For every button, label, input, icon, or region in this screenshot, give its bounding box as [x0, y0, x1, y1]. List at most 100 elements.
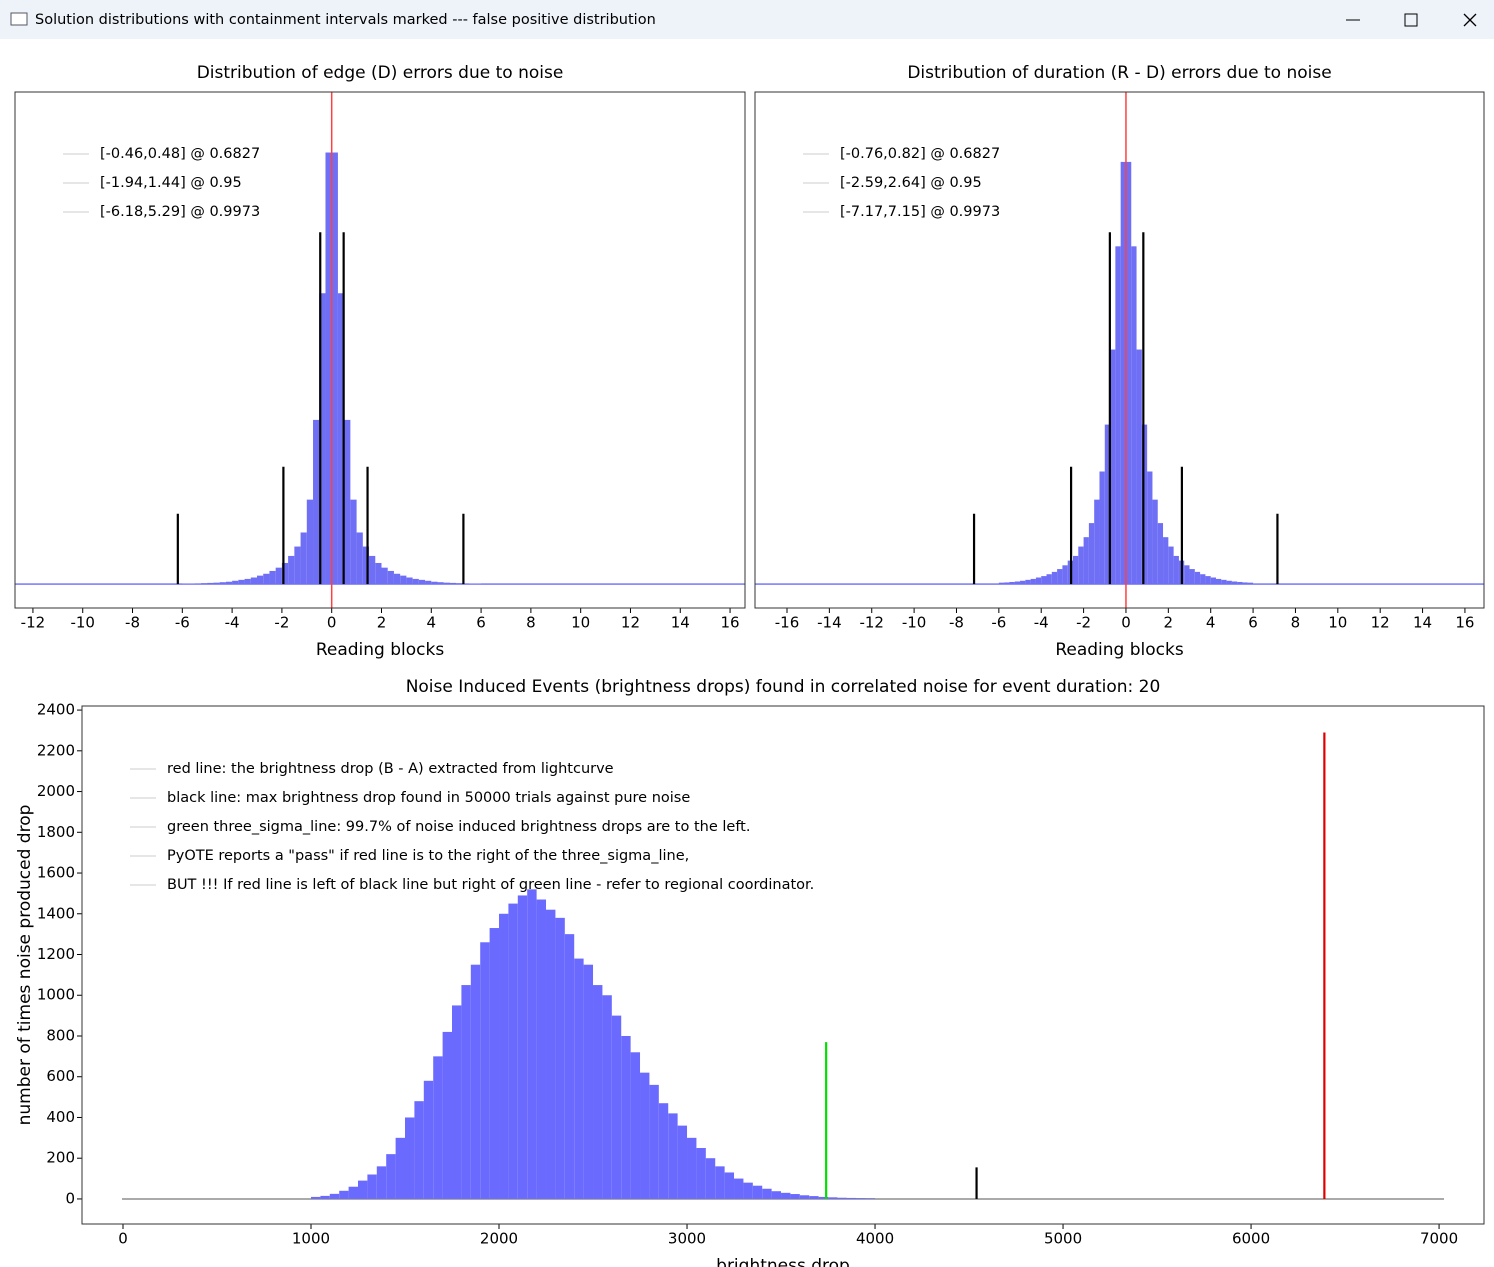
maximize-button[interactable]: [1404, 13, 1418, 27]
histogram-bar: [1131, 246, 1137, 585]
histogram-bar: [452, 1005, 462, 1199]
histogram-bar: [461, 985, 471, 1199]
histogram-bar: [762, 1188, 772, 1199]
x-tick-label: 7000: [1420, 1230, 1458, 1248]
histogram-bar: [250, 577, 258, 585]
close-button[interactable]: [1463, 13, 1477, 27]
histogram-bar: [564, 934, 575, 1199]
histogram-bar: [207, 582, 214, 585]
histogram-bar: [1205, 576, 1211, 585]
histogram-bar: [856, 1198, 866, 1199]
x-tick-label: 8: [1291, 614, 1301, 632]
histogram-bar: [329, 1193, 340, 1199]
histogram-bar: [344, 419, 351, 585]
histogram-bar: [433, 1056, 443, 1199]
legend-label: [-7.17,7.15] @ 0.9973: [840, 204, 1000, 220]
legend-label: black line: max brightness drop found in…: [167, 790, 690, 806]
x-tick-label: 14: [1413, 614, 1432, 632]
histogram-bar: [687, 1137, 697, 1199]
histogram-bar: [828, 1197, 838, 1199]
histogram-bar: [1030, 578, 1036, 585]
histogram-bar: [331, 152, 338, 585]
histogram-bar: [1078, 546, 1084, 585]
histogram-bar: [200, 583, 208, 585]
legend-label: [-1.94,1.44] @ 0.95: [100, 175, 242, 191]
histogram-bar: [1025, 579, 1031, 585]
histogram-bar: [574, 958, 584, 1199]
histogram-bar: [677, 1125, 688, 1199]
histogram-bar: [649, 1084, 659, 1199]
histogram-bar: [1009, 581, 1015, 585]
x-tick-label: -14: [817, 614, 842, 632]
histogram-bar: [1099, 471, 1105, 585]
y-tick-label: 2200: [37, 741, 75, 759]
x-tick-label: -12: [859, 614, 884, 632]
y-axis-label: number of times noise produced drop: [15, 805, 35, 1126]
histogram-bar: [244, 578, 251, 585]
x-tick-label: -10: [70, 614, 95, 632]
histogram-bar: [219, 582, 226, 585]
histogram-bar: [412, 578, 419, 585]
legend-label: [-0.46,0.48] @ 0.6827: [100, 146, 260, 162]
histogram-bar: [1173, 555, 1179, 585]
histogram-bar: [771, 1191, 782, 1199]
histogram-bar: [337, 293, 345, 585]
histogram-bar: [1115, 246, 1121, 585]
chart-title: Distribution of edge (D) errors due to n…: [197, 63, 564, 83]
histogram-bar: [238, 579, 245, 585]
histogram-bar: [837, 1197, 847, 1199]
histogram-bar: [418, 579, 426, 585]
histogram-bar: [405, 1117, 415, 1199]
histogram-bar: [225, 581, 233, 585]
histogram-bar: [611, 1015, 622, 1199]
histogram-bar: [269, 570, 276, 585]
histogram-bar: [275, 567, 282, 585]
y-tick-label: 400: [46, 1108, 75, 1126]
histogram-bar: [1184, 565, 1190, 585]
x-tick-label: -2: [274, 614, 289, 632]
histogram-bar: [1110, 349, 1116, 585]
y-tick-label: 1000: [37, 986, 75, 1004]
x-tick-label: -6: [175, 614, 190, 632]
histogram-bar: [715, 1166, 725, 1199]
y-tick-label: 0: [65, 1189, 75, 1207]
histogram-bar: [640, 1072, 650, 1199]
histogram-bar: [734, 1178, 744, 1199]
histogram-bar: [1104, 424, 1111, 585]
histogram-bar: [998, 582, 1005, 585]
histogram-bar: [630, 1052, 641, 1199]
x-tick-label: 0: [327, 614, 337, 632]
y-tick-label: 600: [46, 1067, 75, 1085]
x-tick-label: 0: [118, 1230, 128, 1248]
histogram-bar: [386, 1154, 396, 1199]
histogram-bar: [1041, 576, 1047, 585]
x-tick-label: -6: [991, 614, 1006, 632]
x-tick-label: 12: [1371, 614, 1390, 632]
histogram-bar: [281, 562, 289, 585]
x-tick-label: 6: [476, 614, 486, 632]
histogram-bar: [743, 1182, 753, 1199]
histogram-bar: [752, 1185, 763, 1199]
histogram-bar: [387, 570, 394, 585]
histogram-bar: [1152, 499, 1158, 585]
x-tick-label: 2: [377, 614, 387, 632]
histogram-bar: [313, 419, 320, 585]
histogram-bar: [1200, 574, 1206, 585]
histogram-bar: [1062, 565, 1068, 585]
window-title: Solution distributions with containment …: [35, 12, 656, 28]
histogram-bar: [1226, 580, 1232, 585]
histogram-bar: [456, 583, 463, 585]
histogram-bar: [306, 499, 314, 585]
histogram-bar: [1141, 424, 1148, 585]
histogram-bar: [809, 1196, 819, 1199]
histogram-bar: [668, 1113, 678, 1199]
histogram-bar: [1147, 471, 1153, 585]
histogram-bar: [425, 580, 432, 585]
histogram-bar: [705, 1158, 716, 1199]
legend-label: BUT !!! If red line is left of black lin…: [167, 877, 814, 893]
app-icon: [10, 12, 28, 26]
x-tick-label: 10: [571, 614, 590, 632]
histogram-bar: [1231, 581, 1238, 585]
histogram-bar: [1057, 569, 1063, 585]
